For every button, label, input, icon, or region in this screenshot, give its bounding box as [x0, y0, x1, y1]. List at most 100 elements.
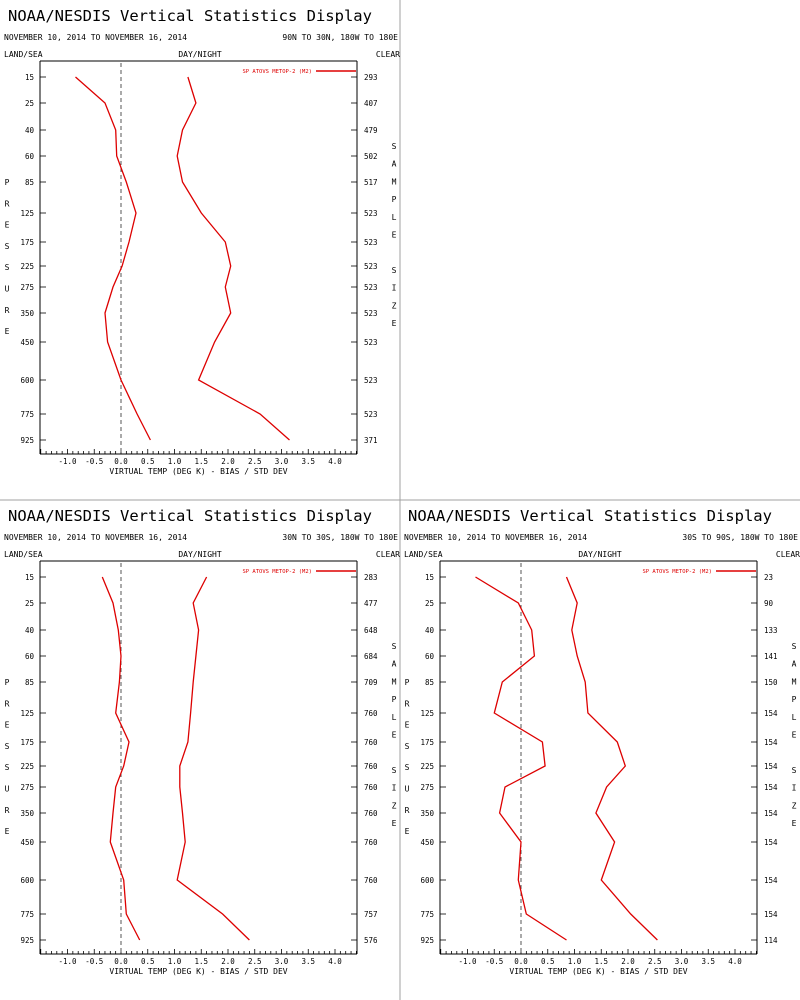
region-label: 30S TO 90S, 180W TO 180E [682, 533, 798, 542]
sample-size-label: 523 [364, 338, 378, 347]
pressure-level-label: 25 [25, 599, 34, 608]
sample-size-label: 114 [764, 936, 778, 945]
pressure-level-label: 275 [420, 783, 434, 792]
sample-size-axis-letter: A [392, 660, 397, 669]
sample-size-axis-letter: I [792, 784, 797, 793]
x-tick-label: -1.0 [58, 457, 77, 466]
sample-size-axis-letter: L [392, 213, 397, 222]
x-tick-label: 0.5 [141, 957, 155, 966]
pressure-level-label: 350 [20, 809, 34, 818]
pressure-level-label: 85 [425, 678, 434, 687]
x-tick-label: 3.0 [675, 957, 689, 966]
sample-size-label: 154 [764, 809, 778, 818]
sample-size-label: 90 [764, 599, 774, 608]
sample-size-label: 283 [364, 573, 378, 582]
day-night-label: DAY/NIGHT [178, 550, 222, 559]
pressure-axis-letter: R [405, 699, 410, 708]
pressure-level-label: 60 [425, 652, 435, 661]
sample-size-label: 523 [364, 309, 378, 318]
sample-size-label: 523 [364, 283, 378, 292]
legend-label: SP ATOVS METOP-2 (M2) [242, 569, 312, 575]
pressure-axis-letter: U [5, 785, 10, 794]
pressure-level-label: 15 [425, 573, 434, 582]
sample-size-axis-letter: Z [392, 301, 397, 310]
sample-size-label: 523 [364, 376, 378, 385]
sample-size-axis-letter: M [392, 677, 397, 686]
sample-size-axis-letter: S [392, 142, 397, 151]
sample-size-axis-letter: E [792, 819, 797, 828]
chart-panel-1: NOAA/NESDIS Vertical Statistics Display N… [4, 7, 400, 476]
sample-size-axis-letter: S [792, 766, 797, 775]
sample-size-label: 407 [364, 99, 378, 108]
pressure-level-label: 225 [420, 762, 434, 771]
x-tick-label: 1.0 [168, 957, 182, 966]
sample-size-label: 523 [364, 209, 378, 218]
day-night-label: DAY/NIGHT [578, 550, 622, 559]
sample-size-axis-letter: I [392, 284, 397, 293]
pressure-level-label: 350 [420, 809, 434, 818]
sample-size-label: 709 [364, 678, 378, 687]
sample-size-axis-letter: E [392, 819, 397, 828]
chart-panel-2: NOAA/NESDIS Vertical Statistics Display N… [4, 507, 400, 976]
sample-size-axis-letter: E [392, 231, 397, 240]
x-tick-label: 2.5 [248, 457, 262, 466]
sample-size-label: 371 [364, 436, 378, 445]
pressure-level-label: 600 [20, 876, 34, 885]
x-tick-label: 4.0 [728, 957, 742, 966]
land-sea-label: LAND/SEA [4, 550, 43, 559]
pressure-axis-letter: S [405, 742, 410, 751]
pressure-level-label: 600 [420, 876, 434, 885]
chart-title: NOAA/NESDIS Vertical Statistics Display [8, 507, 372, 525]
sample-size-label: 154 [764, 783, 778, 792]
sample-size-axis-letter: E [392, 731, 397, 740]
pressure-level-label: 175 [420, 738, 434, 747]
sample-size-label: 757 [364, 910, 378, 919]
pressure-level-label: 275 [20, 783, 34, 792]
legend-label: SP ATOVS METOP-2 (M2) [242, 69, 312, 75]
sample-size-label: 760 [364, 876, 378, 885]
sample-size-label: 760 [364, 709, 378, 718]
pressure-level-label: 450 [420, 838, 434, 847]
x-tick-label: 3.5 [301, 457, 315, 466]
x-tick-label: 3.0 [275, 957, 289, 966]
pressure-axis-letter: R [5, 199, 10, 208]
pressure-axis-letter: P [5, 678, 10, 687]
day-night-label: DAY/NIGHT [178, 50, 222, 59]
sample-size-label: 133 [764, 626, 778, 635]
pressure-axis-letter: U [405, 785, 410, 794]
pressure-axis-letter: E [405, 721, 410, 730]
x-tick-label: -0.5 [85, 457, 103, 466]
sample-size-axis-letter: S [392, 766, 397, 775]
pressure-level-label: 40 [25, 626, 35, 635]
sample-size-label: 154 [764, 762, 778, 771]
pressure-level-label: 25 [25, 99, 34, 108]
pressure-level-label: 85 [25, 678, 34, 687]
sample-size-label: 154 [764, 709, 778, 718]
pressure-level-label: 925 [20, 436, 34, 445]
sample-size-label: 760 [364, 783, 378, 792]
pressure-axis-letter: S [5, 742, 10, 751]
sample-size-label: 760 [364, 762, 378, 771]
pressure-axis-letter: E [5, 827, 10, 836]
pressure-level-label: 225 [20, 262, 34, 271]
pressure-level-label: 85 [25, 178, 34, 187]
sample-size-label: 760 [364, 809, 378, 818]
x-tick-label: 0.5 [541, 957, 555, 966]
pressure-level-label: 925 [420, 936, 434, 945]
x-tick-label: 2.0 [221, 957, 235, 966]
sample-size-axis-letter: S [392, 642, 397, 651]
bias-series-line [475, 576, 567, 941]
clear-label: CLEAR [376, 50, 400, 59]
pressure-level-label: 25 [425, 599, 434, 608]
pressure-axis-letter: E [5, 221, 10, 230]
x-tick-label: 0.0 [114, 957, 128, 966]
x-tick-label: 2.5 [248, 957, 262, 966]
pressure-level-label: 775 [20, 910, 34, 919]
chart-panel-3: NOAA/NESDIS Vertical Statistics Display N… [404, 507, 800, 976]
sample-size-axis-letter: L [792, 713, 797, 722]
pressure-level-label: 225 [20, 762, 34, 771]
region-label: 30N TO 30S, 180W TO 180E [282, 533, 398, 542]
x-tick-label: 2.0 [621, 957, 635, 966]
sample-size-axis-letter: A [792, 660, 797, 669]
